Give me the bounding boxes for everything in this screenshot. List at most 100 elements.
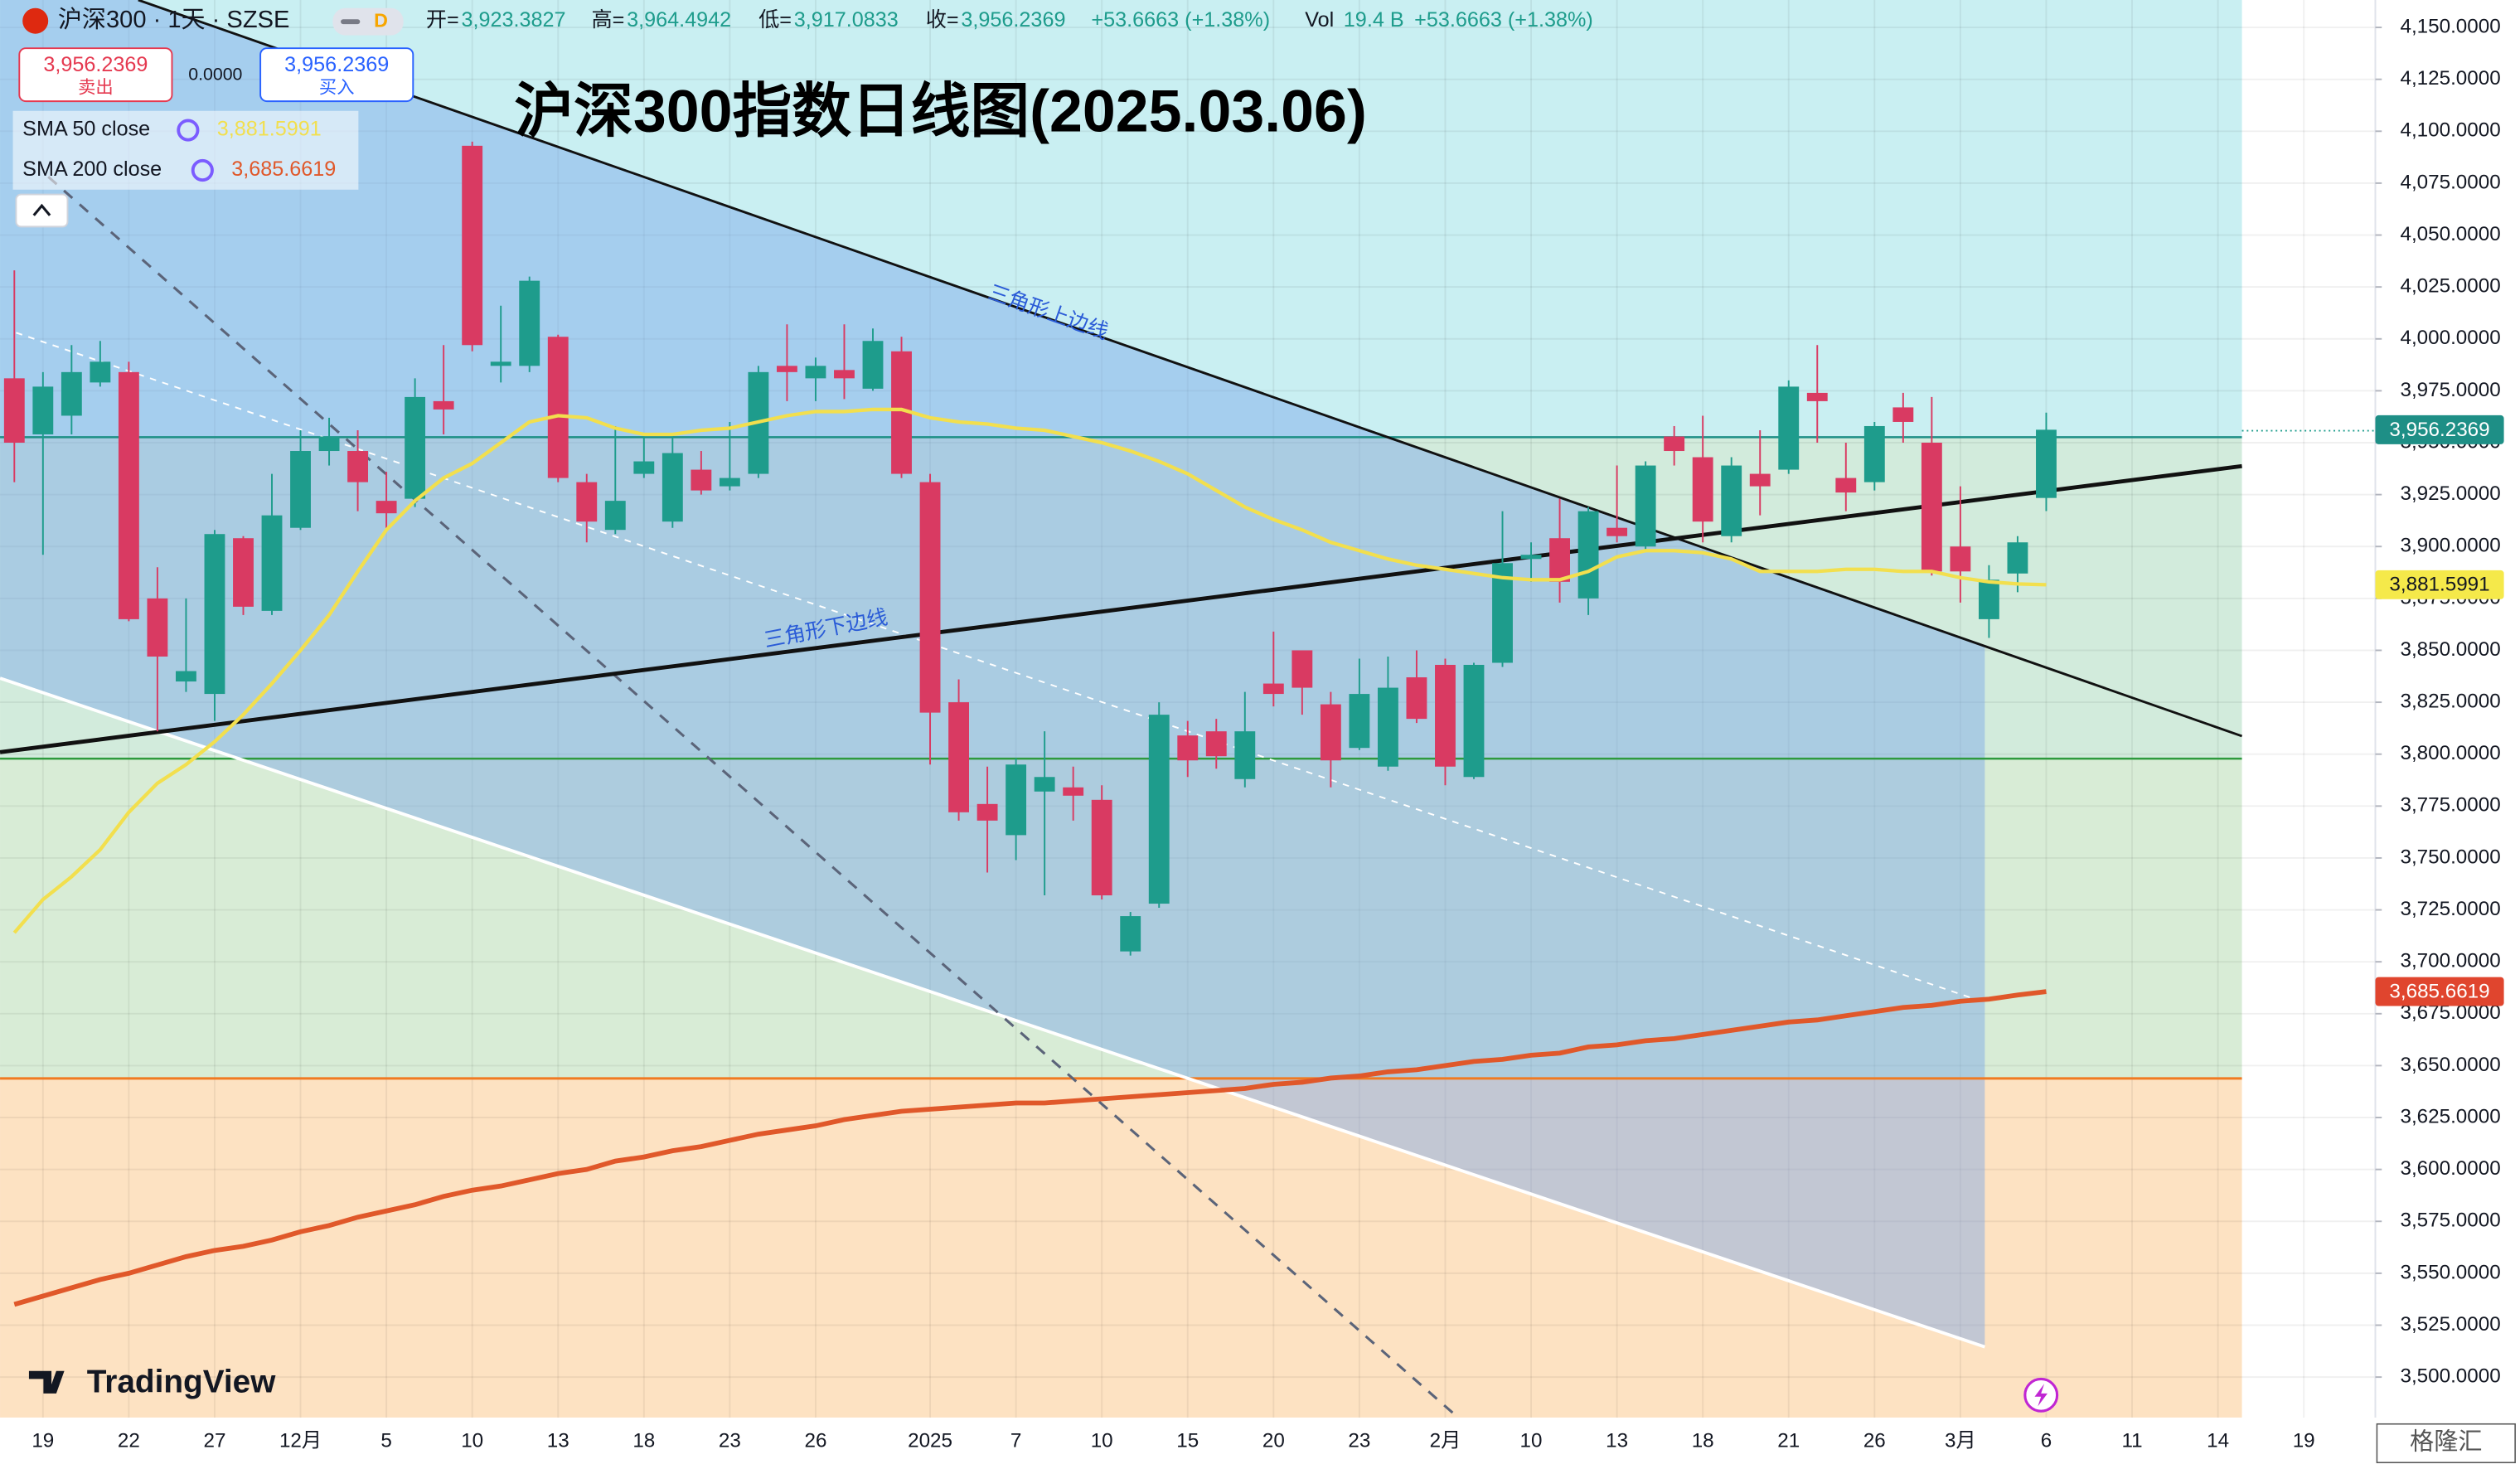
candle-body	[1692, 457, 1713, 522]
x-tick-label: 19	[2293, 1429, 2315, 1452]
candle-body	[1577, 511, 1599, 599]
candle-body	[976, 803, 998, 821]
refresh-icon[interactable]	[191, 158, 214, 182]
candle-body	[662, 453, 683, 522]
x-tick-label: 10	[1091, 1429, 1113, 1452]
marks	[3, 141, 2057, 1307]
candle-body	[1778, 386, 1800, 470]
candle-body	[1349, 694, 1370, 749]
watermark: 格隆汇	[2410, 1428, 2482, 1456]
candle-body	[318, 436, 340, 452]
candle-body	[1148, 715, 1170, 904]
ohlc-label: 低=	[758, 8, 792, 32]
y-tick-label: 3,575.0000	[2400, 1210, 2500, 1232]
vol-value: 19.4 B	[1344, 8, 1404, 32]
candle-body	[90, 361, 111, 383]
candle-body	[233, 538, 254, 607]
y-tick-label: 3,825.0000	[2400, 690, 2500, 712]
candle-body	[1463, 665, 1485, 778]
logo: TradingView	[87, 1364, 276, 1399]
x-tick-label: 13	[1606, 1429, 1628, 1452]
candle-body	[1205, 731, 1227, 757]
candle-body	[547, 337, 569, 478]
x-tick-label: 6	[2041, 1429, 2052, 1452]
triangle-pattern	[0, 0, 1985, 1347]
x-tick-label: 20	[1262, 1429, 1285, 1452]
price-badge	[2375, 977, 2504, 1006]
y-tick-label: 4,100.0000	[2400, 119, 2500, 142]
watermark-box	[2376, 1423, 2516, 1464]
candle-body	[1921, 443, 1942, 572]
candle-body	[604, 501, 626, 531]
y-tick-label: 3,750.0000	[2400, 846, 2500, 868]
y-tick-label: 3,650.0000	[2400, 1054, 2500, 1076]
y-tick-label: 3,850.0000	[2400, 638, 2500, 661]
sma-line	[13, 989, 2047, 1307]
candle-body	[405, 396, 426, 499]
sell-label: 卖出	[78, 77, 114, 97]
x-tick-label: 22	[118, 1429, 140, 1452]
ohlc-label: 收=	[926, 8, 959, 32]
lightning-icon	[2034, 1384, 2048, 1407]
x-tick-label: 13	[547, 1429, 569, 1452]
x-tick-label: 2月	[1430, 1429, 1461, 1452]
badge[interactable]	[332, 7, 404, 36]
y-tick-label: 4,125.0000	[2400, 67, 2500, 90]
y-tick-label: 3,600.0000	[2400, 1157, 2500, 1180]
x-tick-label: 27	[203, 1429, 225, 1452]
candle-body	[1120, 916, 1141, 952]
symbol: 沪深300 · 1天 · SZSE	[58, 6, 290, 33]
drawings: 三角形上边线 三角形下边线	[0, 0, 2376, 1416]
candle-body	[147, 598, 168, 657]
candle-body	[834, 370, 855, 379]
x-tick-label: 15	[1176, 1429, 1199, 1452]
ohlc-value: 3,964.4942	[627, 8, 731, 32]
candle-body	[176, 671, 196, 682]
candle-body	[3, 378, 25, 444]
x-tick-label: 11	[2121, 1429, 2142, 1452]
refresh-icon[interactable]	[177, 119, 200, 142]
candle-body	[490, 361, 511, 366]
candle-body	[1262, 683, 1284, 695]
x-tick-label: 7	[1010, 1429, 1021, 1452]
y-tick-label: 3,725.0000	[2400, 898, 2500, 920]
logo-icon	[28, 1370, 65, 1394]
legend-name: SMA 50 close	[22, 118, 150, 141]
candle-body	[376, 501, 397, 514]
sell-button[interactable]	[18, 47, 173, 103]
x-tick-label: 26	[1863, 1429, 1886, 1452]
x-tick-label: 10	[1520, 1429, 1543, 1452]
y-tick-label: 3,550.0000	[2400, 1261, 2500, 1283]
candle-body	[1835, 478, 1857, 493]
candle-body	[948, 702, 969, 812]
sell-price: 3,956.2369	[43, 53, 148, 76]
candle-body	[1863, 425, 1885, 482]
candle-body	[1520, 555, 1542, 560]
x-tick-label: 19	[32, 1429, 54, 1452]
candle-body	[61, 371, 82, 416]
price-badge-label: 3,881.5991	[2389, 574, 2489, 596]
spread: 0.0000	[188, 65, 242, 85]
candle-body	[1091, 799, 1112, 896]
candle-body	[2007, 542, 2028, 574]
candle-body	[805, 366, 826, 379]
vol-change: +53.6663 (+1.38%)	[1414, 8, 1593, 32]
x-tick-label: 23	[1348, 1429, 1370, 1452]
candle-body	[777, 366, 797, 372]
buy-label: 买入	[319, 77, 355, 97]
candle-body	[1606, 527, 1628, 536]
candle-body	[462, 145, 483, 346]
buy-button[interactable]	[259, 47, 414, 103]
candle-body	[1549, 538, 1570, 582]
chart-title: 沪深300指数日线图(2025.03.06)	[514, 79, 1366, 145]
collapse-button[interactable]	[15, 193, 69, 228]
ohlc-value: 3,923.3827	[461, 8, 565, 32]
candle-body	[519, 280, 540, 366]
candle-body	[118, 371, 139, 619]
x-tick-label: 10	[461, 1429, 483, 1452]
interval-badge: D	[374, 9, 388, 31]
price-axis	[2375, 0, 2520, 1469]
candle-body	[1177, 735, 1199, 761]
ohlc-label: 开=	[426, 8, 459, 32]
y-tick-label: 3,525.0000	[2400, 1313, 2500, 1336]
